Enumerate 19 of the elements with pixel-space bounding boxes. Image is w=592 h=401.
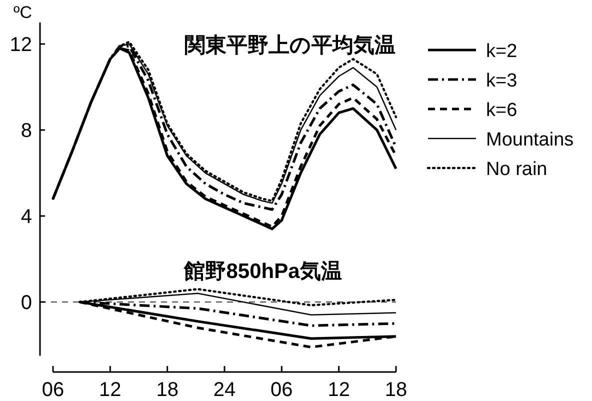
legend-label: k=3 <box>486 70 518 92</box>
x-tick-label: 18 <box>156 379 178 401</box>
annotation: 関東平野上の平均気温 <box>184 34 396 57</box>
x-tick-label: 18 <box>384 379 408 401</box>
y-tick-label: 4 <box>20 206 32 228</box>
legend-label: k=2 <box>486 41 518 62</box>
legend-label: No rain <box>486 159 548 180</box>
annotation: 館野850hPa気温 <box>183 260 342 283</box>
y-tick-label: 8 <box>20 120 32 142</box>
legend-label: k=6 <box>486 100 518 121</box>
x-tick-label: 06 <box>42 379 64 401</box>
y-tick-label: 12 <box>10 34 32 56</box>
x-tick-label: 06 <box>270 379 293 401</box>
x-tick-label: 12 <box>99 379 122 401</box>
x-tick-label: 24 <box>213 379 236 401</box>
y-axis-title: ºC <box>14 3 32 22</box>
x-tick-label: 12 <box>328 379 350 401</box>
legend-label: Mountains <box>486 130 574 150</box>
y-tick-label: 0 <box>20 292 32 314</box>
